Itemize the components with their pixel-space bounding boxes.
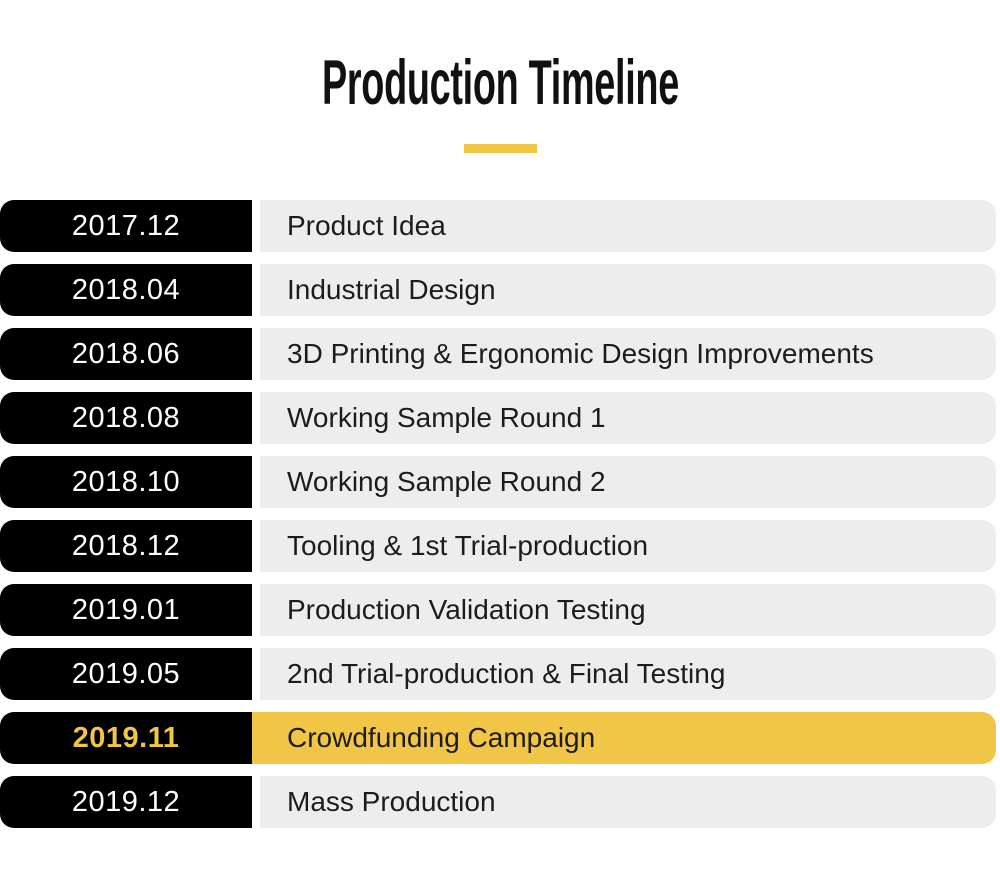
milestone-bar: Crowdfunding Campaign: [252, 712, 996, 764]
timeline-row: 2019.05 2nd Trial-production & Final Tes…: [0, 648, 1000, 700]
milestone-bar: Product Idea: [260, 200, 996, 252]
date-text: 2019.11: [72, 721, 180, 754]
date-badge: 2019.12: [0, 776, 252, 828]
date-text: 2017.12: [71, 209, 181, 242]
milestone-bar: Industrial Design: [260, 264, 996, 316]
header: Production Timeline: [0, 0, 1000, 153]
timeline-list: 2017.12 Product Idea 2018.04 Industrial …: [0, 200, 1000, 828]
date-badge: 2019.11: [0, 712, 252, 764]
milestone-label: Working Sample Round 2: [287, 466, 606, 497]
date-badge: 2019.05: [0, 648, 252, 700]
timeline-row: 2018.08 Working Sample Round 1: [0, 392, 1000, 444]
timeline-row: 2018.10 Working Sample Round 2: [0, 456, 1000, 508]
milestone-bar: 3D Printing & Ergonomic Design Improveme…: [260, 328, 996, 380]
date-badge: 2018.08: [0, 392, 252, 444]
date-text: 2019.12: [71, 785, 181, 818]
date-text: 2018.06: [71, 337, 181, 370]
date-text: 2018.12: [71, 529, 181, 562]
date-badge: 2018.10: [0, 456, 252, 508]
date-text: 2018.04: [71, 273, 181, 306]
date-badge: 2017.12: [0, 200, 252, 252]
milestone-label: Working Sample Round 1: [287, 402, 606, 433]
timeline-row-highlighted: 2019.11 Crowdfunding Campaign: [0, 712, 1000, 764]
milestone-label: Industrial Design: [287, 274, 496, 305]
date-text: 2019.01: [71, 593, 181, 626]
page-title: Production Timeline: [321, 48, 679, 118]
timeline-row: 2017.12 Product Idea: [0, 200, 1000, 252]
milestone-label: 2nd Trial-production & Final Testing: [287, 658, 726, 689]
date-badge: 2018.04: [0, 264, 252, 316]
milestone-bar: Working Sample Round 1: [260, 392, 996, 444]
milestone-label: Crowdfunding Campaign: [287, 722, 596, 753]
milestone-bar: Working Sample Round 2: [260, 456, 996, 508]
milestone-bar: Tooling & 1st Trial-production: [260, 520, 996, 572]
date-text: 2018.08: [71, 401, 181, 434]
timeline-row: 2018.06 3D Printing & Ergonomic Design I…: [0, 328, 1000, 380]
date-badge: 2019.01: [0, 584, 252, 636]
timeline-row: 2019.12 Mass Production: [0, 776, 1000, 828]
timeline-row: 2018.04 Industrial Design: [0, 264, 1000, 316]
milestone-bar: Mass Production: [260, 776, 996, 828]
milestone-label: Production Validation Testing: [287, 594, 646, 625]
timeline-row: 2019.01 Production Validation Testing: [0, 584, 1000, 636]
milestone-label: Mass Production: [287, 786, 496, 817]
timeline-row: 2018.12 Tooling & 1st Trial-production: [0, 520, 1000, 572]
date-text: 2018.10: [71, 465, 181, 498]
milestone-label: 3D Printing & Ergonomic Design Improveme…: [287, 338, 874, 369]
milestone-label: Tooling & 1st Trial-production: [287, 530, 649, 561]
title-underline-accent-bar: [463, 144, 537, 153]
date-text: 2019.05: [71, 657, 181, 690]
milestone-bar: Production Validation Testing: [260, 584, 996, 636]
date-badge: 2018.06: [0, 328, 252, 380]
milestone-bar: 2nd Trial-production & Final Testing: [260, 648, 996, 700]
date-badge: 2018.12: [0, 520, 252, 572]
milestone-label: Product Idea: [287, 210, 446, 241]
